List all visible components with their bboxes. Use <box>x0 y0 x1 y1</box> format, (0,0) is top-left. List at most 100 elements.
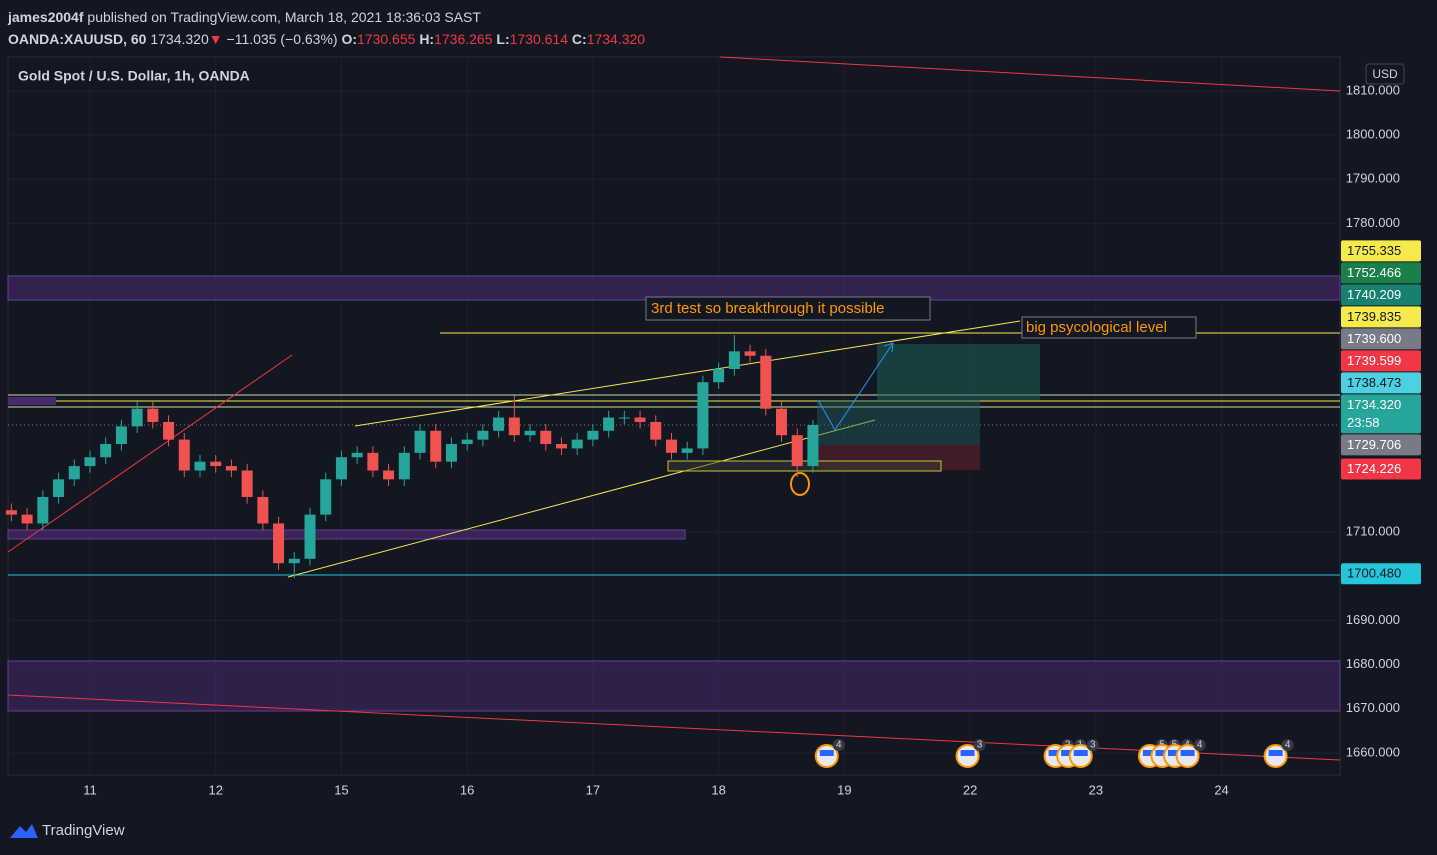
trendline <box>7 694 1341 761</box>
y-tick-label: 1660.000 <box>1346 744 1400 759</box>
candle-body <box>178 439 190 471</box>
event-count-bg <box>973 739 986 751</box>
candle-body <box>304 514 316 559</box>
candle-body <box>555 444 567 449</box>
candle-body <box>257 496 269 524</box>
arrow-head <box>883 342 894 353</box>
box <box>667 460 942 472</box>
y-tick-label: 1810.000 <box>1346 82 1400 97</box>
candle-body <box>84 457 96 467</box>
candle-body <box>225 466 237 471</box>
candle-body <box>37 496 49 524</box>
c-label: C: <box>571 31 587 47</box>
price-label: 1700.480 <box>1347 566 1401 581</box>
event-count-bg <box>1281 739 1294 751</box>
candle-body <box>681 448 693 453</box>
low: 1730.614 <box>509 31 569 47</box>
price-label: 1752.466 <box>1347 265 1401 280</box>
candle-body <box>665 439 677 453</box>
candle-body <box>540 430 552 445</box>
event-count: 4 <box>836 740 842 751</box>
x-tick-label: 12 <box>208 782 222 797</box>
x-tick-label: 16 <box>460 782 474 797</box>
candle-body <box>760 355 772 409</box>
drawings <box>7 56 1341 761</box>
candle-body <box>603 417 615 431</box>
candle-body <box>383 470 395 480</box>
price-label: 1739.599 <box>1347 353 1401 368</box>
candle-body <box>288 558 300 564</box>
candle-body <box>241 470 253 497</box>
candle-body <box>493 417 505 431</box>
o-label: O: <box>341 31 358 47</box>
note-box <box>1021 316 1197 339</box>
price-label-box <box>1341 372 1421 394</box>
close: 1734.320 <box>586 31 646 47</box>
price-label: 1724.226 <box>1347 461 1401 476</box>
candle-body <box>414 430 426 453</box>
candle-body <box>320 479 332 515</box>
price-label-box <box>1341 563 1421 585</box>
symbol: OANDA:XAUUSD, 60 <box>8 31 147 47</box>
event-flag <box>1268 750 1283 756</box>
x-tick-label: 22 <box>963 782 977 797</box>
price-label: 1738.473 <box>1347 375 1401 390</box>
event-flag <box>1180 750 1195 756</box>
candle-body <box>587 430 599 440</box>
candle-body <box>807 424 819 467</box>
arrow <box>817 342 894 431</box>
x-tick-label: 18 <box>711 782 725 797</box>
header-line: OANDA:XAUUSD, 60 1734.320▼ −11.035 (−0.6… <box>8 28 645 50</box>
candle-body <box>273 523 285 564</box>
event-flag <box>1048 750 1063 756</box>
candle-body <box>5 510 17 515</box>
event-count-bg <box>832 739 845 751</box>
l-label: L: <box>496 31 510 47</box>
candle-body <box>744 351 756 356</box>
price-label-box <box>1341 240 1421 262</box>
y-tick-label: 1790.000 <box>1346 171 1400 186</box>
candle-body <box>477 430 489 440</box>
x-tick-label: 24 <box>1214 782 1228 797</box>
candle-body <box>398 452 410 480</box>
candle-body <box>131 408 143 427</box>
profit-zone <box>817 400 980 445</box>
price-label-box <box>1341 306 1421 328</box>
circle <box>790 472 810 496</box>
published: published on TradingView.com, March 18, … <box>87 9 481 25</box>
y-tick-label: 1780.000 <box>1346 215 1400 230</box>
event-flag <box>960 750 975 756</box>
open: 1730.655 <box>357 31 416 47</box>
x-tick-label: 17 <box>586 782 600 797</box>
candle-body <box>163 421 175 440</box>
y-tick-label: 1710.000 <box>1346 524 1400 539</box>
zone <box>7 529 686 540</box>
candle-body <box>461 439 473 445</box>
footer: TradingView <box>42 822 125 839</box>
candle-body <box>713 369 725 383</box>
zone <box>7 660 1341 712</box>
price-label: 1739.600 <box>1347 331 1401 346</box>
candle-body <box>775 408 788 436</box>
candle-body <box>147 408 159 422</box>
annotation: big psycological level <box>1026 319 1167 336</box>
x-tick-label: 23 <box>1089 782 1103 797</box>
x-tick-label: 11 <box>83 782 97 797</box>
event-count: 3 <box>977 740 983 751</box>
arrow: ▼ <box>208 31 223 47</box>
event-flag <box>1073 750 1088 756</box>
y-tick-label: 1800.000 <box>1346 127 1400 142</box>
candle-body <box>728 351 740 370</box>
candle-body <box>618 417 630 419</box>
candle-body <box>634 417 646 422</box>
price-label: 1729.706 <box>1347 437 1401 452</box>
trendline <box>287 419 876 578</box>
event-flag <box>1155 750 1170 756</box>
candle-body <box>335 457 347 480</box>
trendline <box>719 56 1341 92</box>
event-flag <box>1061 750 1076 756</box>
event-flag <box>1168 750 1183 756</box>
event-count: 4 <box>1285 740 1291 751</box>
candle-body <box>194 461 206 471</box>
